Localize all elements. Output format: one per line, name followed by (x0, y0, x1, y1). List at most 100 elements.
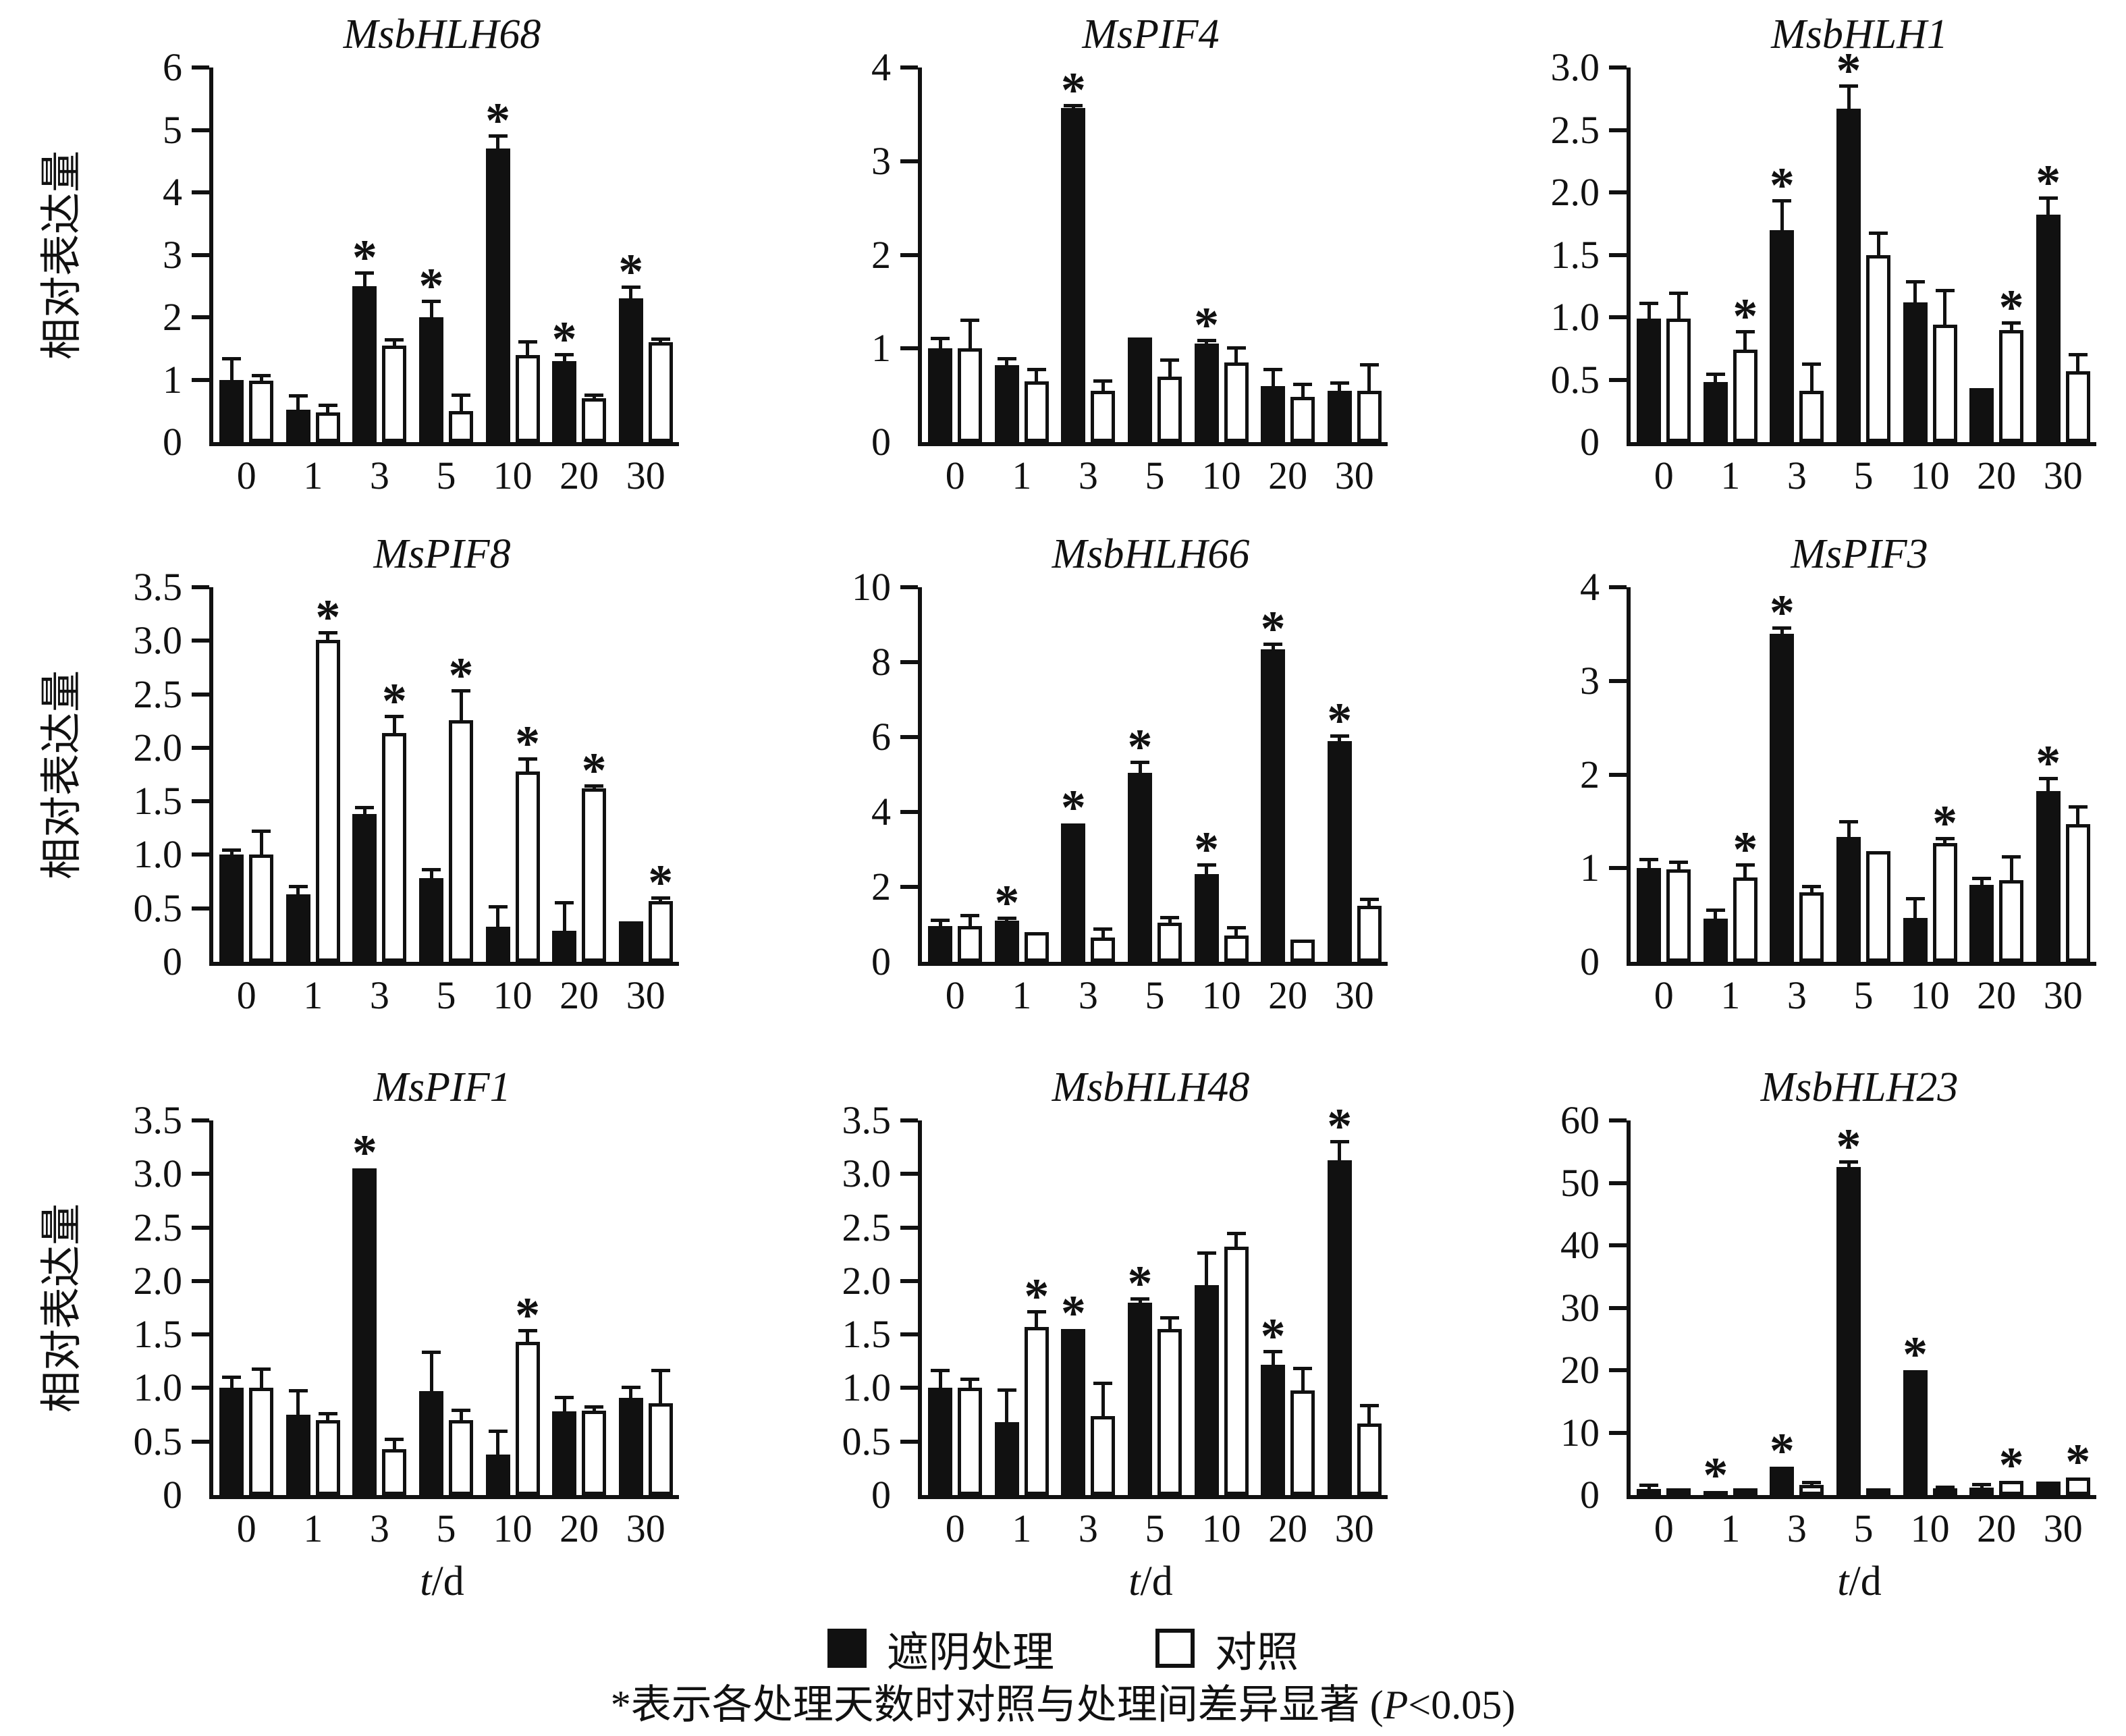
significance-asterisk: * (1836, 1118, 1861, 1174)
bar-treatment (1836, 837, 1861, 962)
bar-control (1932, 1488, 1957, 1495)
bar-treatment (219, 1388, 244, 1495)
significance-asterisk: * (315, 590, 341, 646)
error-bar-cap (252, 829, 271, 833)
y-tick-label: 0.5 (133, 886, 183, 930)
y-tick-mark (900, 735, 918, 739)
significance-asterisk: * (381, 673, 407, 729)
y-tick-label: 4 (163, 170, 182, 214)
error-bar-stem (1301, 1368, 1305, 1390)
error-bar-stem (1005, 358, 1009, 366)
significance-asterisk: * (1060, 62, 1086, 118)
bar-treatment (1836, 109, 1861, 442)
error-bar-stem (1647, 859, 1651, 869)
error-bar-stem (1714, 375, 1718, 383)
bar-control (2065, 371, 2090, 442)
error-bar-stem (562, 1397, 566, 1412)
error-bar-cap (1064, 103, 1083, 107)
error-bar-stem (1138, 762, 1142, 773)
x-tick-label: 1 (303, 454, 323, 497)
error-bar-stem (296, 396, 300, 410)
error-bar-stem (1035, 370, 1039, 381)
error-bar-cap (1972, 876, 1992, 880)
y-tick-label: 3.5 (133, 1098, 183, 1142)
significance-asterisk: * (352, 1125, 377, 1181)
bar-treatment (1637, 318, 1662, 442)
y-tick-label: 60 (1560, 1098, 1600, 1142)
error-bar-stem (229, 1377, 234, 1388)
error-bar-stem (1647, 303, 1651, 319)
x-tick-label: 3 (1078, 454, 1098, 497)
x-tick-label: 20 (560, 454, 599, 497)
error-bar-stem (229, 358, 234, 380)
y-tick-mark (1609, 1368, 1627, 1372)
error-bar-stem (392, 340, 396, 346)
error-bar-cap (1027, 368, 1046, 372)
significance-asterisk: * (648, 855, 674, 911)
error-bar-cap (584, 393, 604, 397)
y-tick-mark (1609, 866, 1627, 871)
x-tick-label: 0 (236, 1507, 256, 1550)
error-bar-cap (252, 1367, 271, 1372)
y-tick-label: 20 (1560, 1348, 1600, 1392)
bar-treatment (352, 1168, 377, 1495)
y-tick-mark (192, 1172, 209, 1176)
y-tick-label: 8 (871, 640, 891, 684)
x-tick-label: 1 (1012, 454, 1032, 497)
error-bar-cap (2068, 805, 2088, 809)
legend-swatch-control (1155, 1629, 1195, 1668)
bar-control (515, 354, 540, 442)
y-tick-label: 2 (871, 865, 891, 908)
x-tick-label: 10 (1201, 1507, 1241, 1550)
x-axis-title: t/d (918, 1558, 1384, 1605)
bar-control (1224, 1247, 1249, 1495)
y-tick-label: 6 (871, 715, 891, 759)
bar-control (1799, 391, 1824, 442)
y-tick-label: 5 (163, 107, 182, 152)
bar-treatment (994, 1422, 1019, 1495)
significance-asterisk: * (1932, 796, 1958, 852)
bar-treatment (1061, 823, 1086, 962)
x-tick-label: 30 (2043, 454, 2083, 497)
error-bar-cap (452, 1408, 470, 1412)
error-bar-cap (1772, 198, 1792, 202)
error-bar-cap (1130, 1297, 1149, 1301)
bar-control (1733, 1488, 1757, 1495)
bar-treatment (552, 360, 577, 442)
y-tick-label: 0 (163, 420, 182, 464)
chart-MsbHLH66: MsbHLH66 0 2 4 6 8 10 0 * 1 * 3 * 5 * 10 * 20 * 30 (709, 520, 1417, 1053)
y-tick-mark (900, 810, 918, 814)
bar-treatment (219, 855, 244, 962)
error-bar-stem (1847, 1162, 1851, 1168)
y-tick-mark (192, 1118, 209, 1122)
bar-control (2065, 824, 2090, 962)
x-tick-label: 5 (1145, 454, 1165, 497)
error-bar-cap (1669, 860, 1689, 864)
x-tick-label: 1 (1720, 1507, 1741, 1550)
y-tick-label: 0 (871, 1473, 891, 1517)
significance-asterisk: * (1327, 693, 1353, 749)
error-bar-cap (555, 900, 574, 904)
y-tick-label: 3.5 (133, 565, 183, 609)
bar-treatment (1703, 919, 1728, 962)
error-bar-stem (326, 633, 330, 640)
error-bar-stem (429, 869, 433, 879)
y-tick-label: 2 (871, 232, 891, 277)
error-bar-cap (288, 394, 308, 398)
chart-title: MsbHLH48 (1052, 1064, 1250, 1110)
y-tick-mark (192, 65, 209, 70)
chart-MsPIF3: MsPIF3 0 1 2 3 4 0 * 1 * 3 5 * 10 20 * 30 (1417, 520, 2126, 1053)
y-tick-mark (192, 252, 209, 257)
y-tick-label: 3 (163, 232, 182, 277)
x-tick-label: 10 (1910, 1507, 1950, 1550)
bar-control (1666, 1488, 1691, 1495)
error-bar-stem (1338, 383, 1342, 391)
error-bar-cap (452, 393, 470, 397)
error-bar-cap (518, 340, 537, 344)
x-tick-label: 20 (1977, 454, 2017, 497)
x-tick-label: 0 (1654, 454, 1674, 497)
plot-area: 0 0.5 1.0 1.5 2.0 2.5 3.0 3.5 0 1 * 3 5 * 10 20 30 (134, 1098, 679, 1550)
y-tick-mark (192, 1439, 209, 1444)
x-tick-label: 0 (236, 454, 256, 497)
bar-control (1999, 880, 2024, 962)
